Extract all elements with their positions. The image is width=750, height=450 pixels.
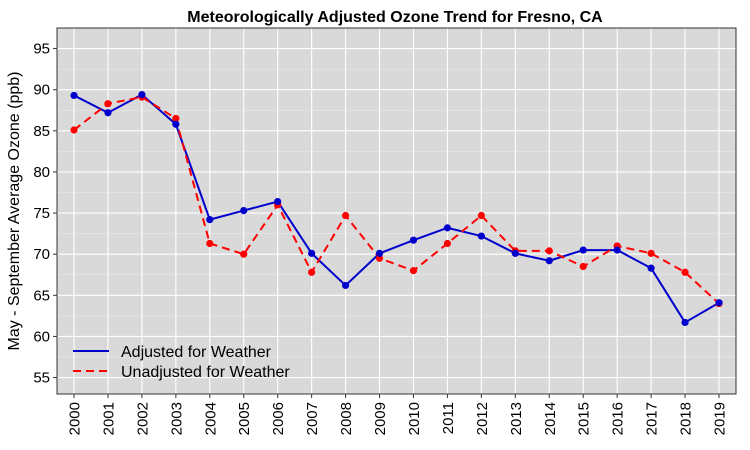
series-line-adjusted (73, 93, 720, 324)
data-point-adjusted (172, 120, 180, 128)
data-point-adjusted (477, 232, 485, 240)
data-point-unadjusted (409, 267, 418, 275)
data-point-unadjusted (104, 100, 112, 108)
data-point-unadjusted (70, 126, 78, 134)
data-point-unadjusted (206, 239, 214, 248)
plot-area (57, 28, 736, 394)
data-point-adjusted (579, 246, 587, 254)
data-point-adjusted (545, 257, 553, 265)
data-point-unadjusted (579, 262, 587, 271)
x-tick-label: 2003 (168, 402, 185, 435)
x-tick-label: 2006 (270, 402, 287, 435)
legend-label-unadjusted: Unadjusted for Weather (121, 364, 290, 381)
data-point-adjusted (206, 216, 214, 224)
x-tick-label: 2015 (576, 402, 593, 435)
x-tick-label: 2004 (202, 402, 219, 435)
data-point-unadjusted (545, 247, 553, 255)
data-point-adjusted (70, 91, 78, 100)
x-tick-label: 2008 (338, 402, 355, 435)
x-tick-label: 2001 (100, 402, 117, 435)
data-point-adjusted (308, 249, 316, 257)
series (70, 91, 723, 327)
data-point-unadjusted (341, 211, 350, 220)
x-tick-label: 2014 (542, 402, 559, 435)
x-tick-label: 2009 (372, 402, 389, 435)
data-point-adjusted (647, 264, 655, 272)
data-point-adjusted (375, 249, 384, 257)
x-tick-label: 2017 (644, 402, 661, 435)
data-point-adjusted (613, 246, 621, 254)
data-point-unadjusted (477, 211, 485, 220)
data-point-adjusted (138, 91, 146, 99)
data-point-adjusted (443, 224, 452, 232)
chart-title: Meteorologically Adjusted Ozone Trend fo… (187, 9, 603, 26)
data-point-adjusted (240, 206, 248, 215)
x-tick-label: 2019 (712, 402, 729, 435)
data-point-adjusted (681, 318, 689, 327)
plot-border (56, 27, 737, 395)
x-tick-label: 2016 (610, 402, 627, 435)
data-point-adjusted (274, 197, 282, 206)
y-axis-label: May - September Average Ozone (ppb) (6, 72, 23, 351)
data-point-adjusted (511, 249, 519, 257)
y-tick-label: 95 (33, 41, 50, 58)
legend: Adjusted for Weather Unadjusted for Weath… (73, 344, 290, 381)
x-tick-label: 2002 (134, 402, 151, 435)
data-point-unadjusted (375, 254, 384, 262)
y-tick-label: 75 (33, 205, 50, 222)
data-point-unadjusted (647, 249, 655, 257)
data-point-unadjusted (308, 268, 316, 276)
x-tick-label: 2000 (67, 402, 84, 435)
x-tick-label: 2007 (304, 402, 321, 435)
data-point-unadjusted (240, 250, 248, 258)
data-point-adjusted (715, 299, 723, 307)
y-tick-label: 55 (33, 370, 50, 387)
x-tick-label: 2012 (474, 402, 491, 435)
x-tick-label: 2018 (678, 402, 695, 435)
data-point-unadjusted (681, 268, 689, 276)
data-point-unadjusted (172, 114, 180, 123)
y-tick-label: 70 (33, 246, 50, 263)
y-tick-label: 90 (33, 82, 50, 99)
legend-label-adjusted: Adjusted for Weather (121, 344, 272, 361)
data-point-adjusted (409, 236, 418, 244)
data-point-unadjusted (443, 239, 452, 248)
x-tick-label: 2011 (440, 402, 457, 434)
data-point-adjusted (104, 109, 112, 117)
y-tick-label: 80 (33, 164, 50, 181)
x-tick-label: 2010 (406, 402, 423, 435)
data-point-adjusted (341, 281, 350, 290)
x-tick-label: 2005 (236, 402, 253, 435)
axes: 55 60 65 70 75 80 85 90 95 2000 2001 2002 2003 2004 20… (33, 27, 737, 435)
y-tick-label: 60 (33, 328, 50, 345)
y-tick-label: 65 (33, 287, 50, 304)
grid (57, 28, 736, 394)
x-tick-label: 2013 (508, 402, 525, 435)
y-tick-label: 85 (33, 123, 50, 140)
